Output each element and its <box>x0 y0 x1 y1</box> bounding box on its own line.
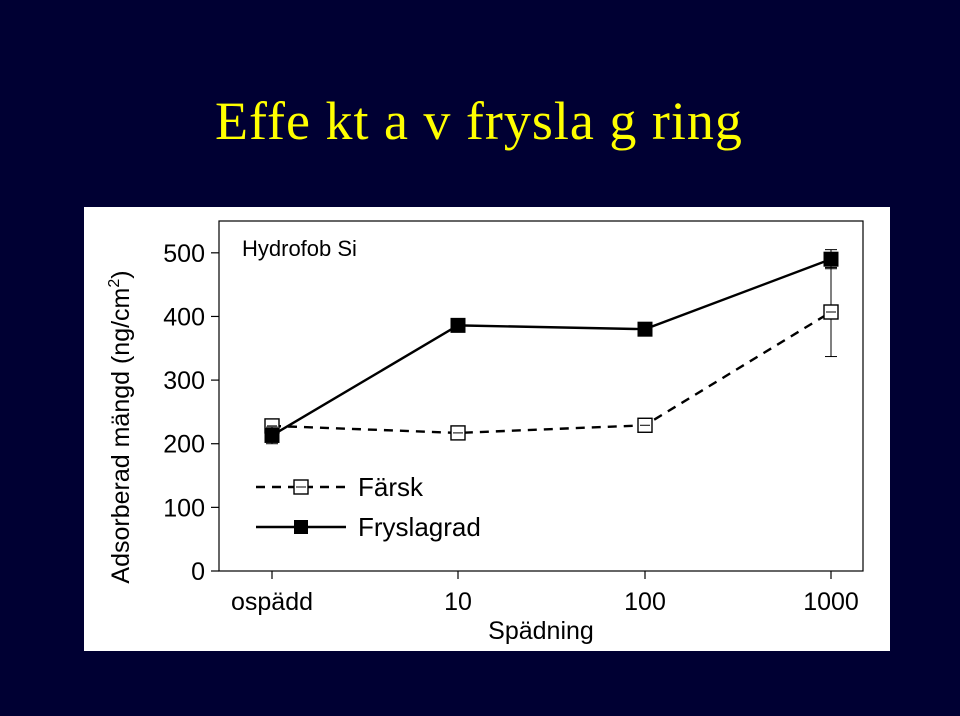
plot-frame <box>218 220 864 572</box>
legend-label-fryslagrad: Fryslagrad <box>358 512 481 542</box>
data-point-fryslagrad <box>450 317 466 333</box>
y-tick-label: 200 <box>163 431 205 459</box>
data-point-fryslagrad <box>264 427 280 443</box>
series-line-färsk <box>271 310 832 435</box>
y-tick-label: 100 <box>163 494 205 522</box>
legend-marker-fryslagrad <box>294 520 308 534</box>
line-chart: Hydrofob Si Adsorberad mängd (ng/cm2) Sp… <box>106 220 864 645</box>
x-tick-label: 1000 <box>803 588 859 616</box>
y-tick-label: 400 <box>163 303 205 331</box>
y-tick-label: 300 <box>163 367 205 395</box>
x-tick-label: 100 <box>624 588 666 616</box>
y-tick-label: 500 <box>163 240 205 268</box>
legend-label-färsk: Färsk <box>358 472 424 502</box>
chart-title: Hydrofob Si <box>242 236 357 261</box>
x-tick-label: 10 <box>444 588 472 616</box>
y-axis-label: Adsorberad mängd (ng/cm2) <box>106 270 135 583</box>
plot-border <box>218 220 864 572</box>
y-tick-label: 0 <box>191 558 205 586</box>
data-point-fryslagrad <box>637 321 653 337</box>
slide-title: Effe kt a v frysla g ring <box>215 91 743 151</box>
series-line-fryslagrad <box>271 258 832 437</box>
x-tick-label: ospädd <box>231 588 313 616</box>
chart-panel: Hydrofob Si Adsorberad mängd (ng/cm2) Sp… <box>84 207 890 651</box>
x-axis-label: Spädning <box>488 617 594 645</box>
data-point-fryslagrad <box>823 251 839 267</box>
